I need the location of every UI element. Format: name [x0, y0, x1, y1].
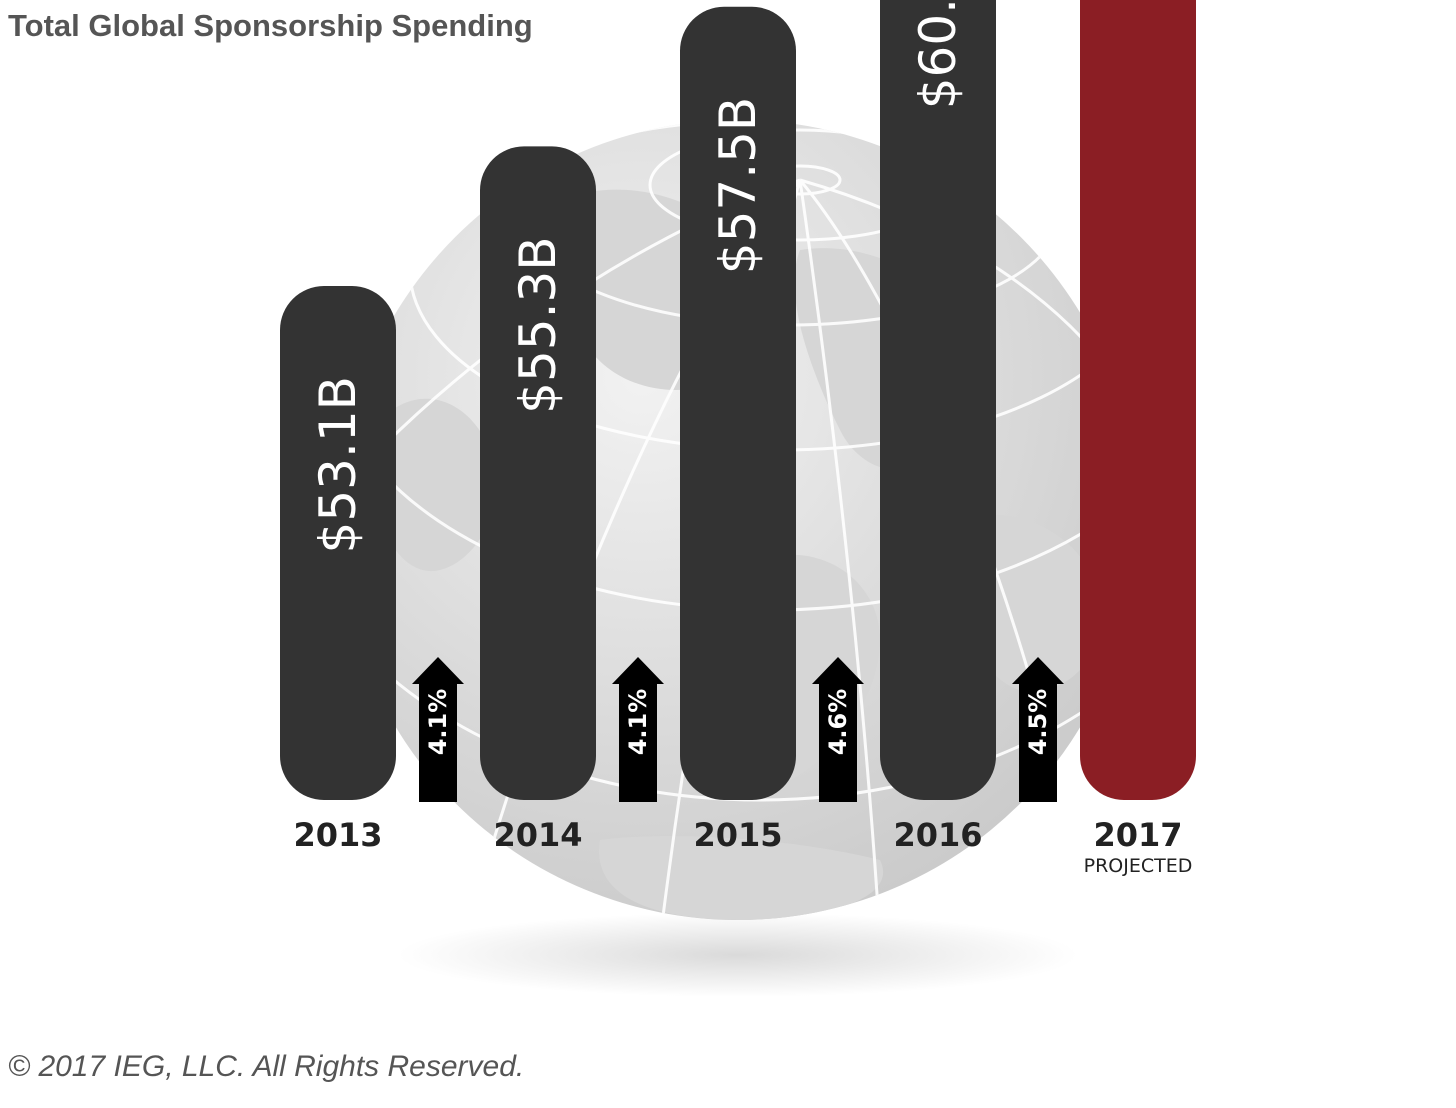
labels-layer: $53.1B 2013 $55.3B 2014 $57.5B 2015 $60.1B 2016…	[293, 0, 1192, 877]
growth-label-2014-2015: 4.1%	[624, 689, 652, 756]
bar-2017	[1080, 0, 1196, 800]
globe-shadow	[398, 913, 1078, 997]
chart-title: Total Global Sponsorship Spending	[8, 8, 533, 43]
growth-arrow-2014-2015	[612, 657, 664, 802]
category-label-2015: 2015	[693, 816, 782, 854]
bar-value-label-2016: $60.1B	[909, 0, 967, 109]
growth-label-2013-2014: 4.1%	[424, 689, 452, 756]
category-label-2014: 2014	[493, 816, 582, 854]
bars-layer	[280, 0, 1196, 801]
bar-value-label-2014: $55.3B	[509, 236, 567, 413]
bar-value-label-2013: $53.1B	[309, 376, 367, 553]
growth-label-2016-2017: 4.5%	[1024, 689, 1052, 756]
growth-arrow-2016-2017	[1012, 657, 1064, 802]
category-label-2016: 2016	[893, 816, 982, 854]
growth-arrows-layer: 4.1% 4.1% 4.6% 4.5%	[412, 657, 1064, 802]
copyright-notice: © 2017 IEG, LLC. All Rights Reserved.	[8, 1050, 525, 1083]
growth-arrow-2013-2014	[412, 657, 464, 802]
category-label-2013: 2013	[293, 816, 382, 854]
category-label-2017: 2017	[1093, 816, 1182, 854]
bar-value-label-2015: $57.5B	[709, 97, 767, 274]
category-sublabel-2017: PROJECTED	[1084, 855, 1193, 877]
bar-2014	[480, 146, 596, 800]
bar-2015	[680, 6, 796, 801]
growth-arrow-2015-2016	[812, 657, 864, 802]
bar-2016	[880, 0, 996, 800]
bar-2013	[280, 286, 396, 800]
growth-label-2015-2016: 4.6%	[824, 689, 852, 756]
